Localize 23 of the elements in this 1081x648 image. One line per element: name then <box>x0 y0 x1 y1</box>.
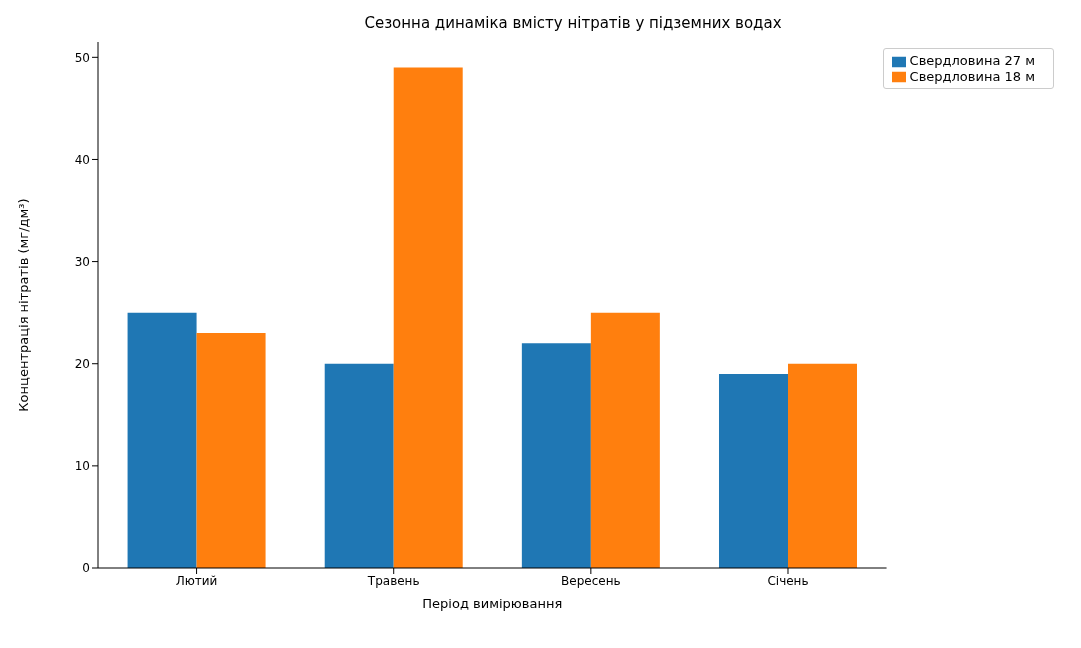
y-tick-label: 50 <box>74 50 90 65</box>
y-axis-title: Концентрація нітратів (мг/дм³) <box>16 198 31 412</box>
x-tick-label: Вересень <box>561 573 621 588</box>
y-tick-label: 10 <box>74 459 90 474</box>
legend-label: Свердловина 18 м <box>909 68 1035 84</box>
bar <box>521 343 591 568</box>
bar <box>590 312 660 568</box>
bar <box>718 373 788 568</box>
y-tick-label: 20 <box>74 356 90 371</box>
bar <box>393 67 463 568</box>
bar <box>787 363 857 568</box>
x-axis-title: Період вимірювання <box>422 596 563 611</box>
x-tick-label: Січень <box>767 573 809 588</box>
bar <box>324 363 394 568</box>
x-tick-label: Травень <box>366 573 420 588</box>
legend-label: Свердловина 27 м <box>909 53 1035 68</box>
bar <box>196 333 266 568</box>
bar <box>127 312 197 568</box>
y-tick-label: 40 <box>74 152 90 167</box>
y-tick-label: 30 <box>74 254 90 269</box>
chart-title: Сезонна динаміка вмісту нітратів у підземних водах <box>363 14 783 32</box>
y-tick-label: 0 <box>82 561 90 576</box>
x-tick-label: Лютий <box>175 573 218 588</box>
